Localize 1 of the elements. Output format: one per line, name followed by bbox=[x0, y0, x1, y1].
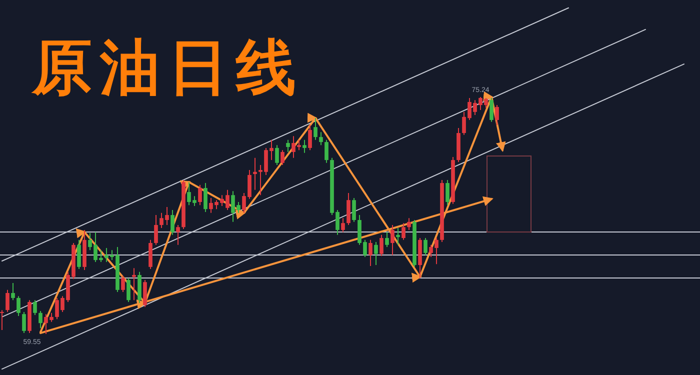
chart-title: 原油日线 bbox=[31, 33, 304, 103]
